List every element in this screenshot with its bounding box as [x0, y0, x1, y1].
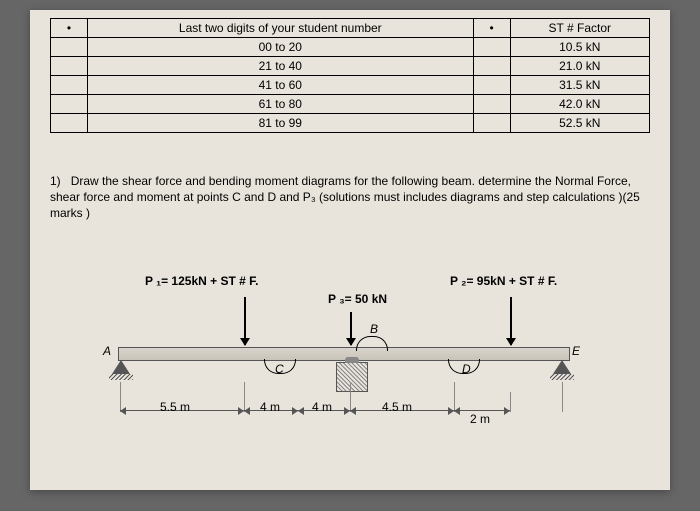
factor-table: • Last two digits of your student number…	[50, 18, 650, 133]
question-number: 1)	[50, 174, 61, 188]
arrow-p2-icon	[510, 297, 512, 345]
point-b-label: B	[370, 322, 378, 336]
table-row: 00 to 20 10.5 kN	[51, 38, 650, 57]
factor-cell: 42.0 kN	[510, 95, 649, 114]
section-arc-icon	[356, 336, 388, 351]
beam-diagram: P ₁= 125kN + ST # F. P ₃= 50 kN P ₂= 95k…	[50, 252, 610, 452]
load-p1-label: P ₁= 125kN + ST # F.	[145, 274, 258, 288]
range-cell: 61 to 80	[88, 95, 474, 114]
table-row: 61 to 80 42.0 kN	[51, 95, 650, 114]
roller-support-icon	[336, 362, 368, 392]
factor-cell: 52.5 kN	[510, 114, 649, 133]
load-p2-label: P ₂= 95kN + ST # F.	[450, 274, 557, 288]
pin-support-icon	[553, 360, 571, 374]
beam-body	[118, 347, 570, 361]
header-left: Last two digits of your student number	[88, 19, 474, 38]
header-right: ST # Factor	[510, 19, 649, 38]
factor-cell: 10.5 kN	[510, 38, 649, 57]
range-cell: 41 to 60	[88, 76, 474, 95]
range-cell: 21 to 40	[88, 57, 474, 76]
section-arc-icon	[264, 359, 296, 374]
support-hatch-icon	[109, 374, 133, 380]
arrow-p1-icon	[244, 297, 246, 345]
factor-cell: 21.0 kN	[510, 57, 649, 76]
range-cell: 81 to 99	[88, 114, 474, 133]
support-hatch-icon	[550, 374, 574, 380]
dim-tick-icon	[510, 392, 511, 412]
table-row: 41 to 60 31.5 kN	[51, 76, 650, 95]
pin-support-icon	[112, 360, 130, 374]
dim-tick-icon	[562, 382, 563, 412]
range-cell: 00 to 20	[88, 38, 474, 57]
point-a-label: A	[103, 344, 111, 358]
dim-d2: 4 m	[260, 400, 280, 414]
bullet-cell: •	[473, 19, 510, 38]
load-p3-label: P ₃= 50 kN	[328, 292, 387, 306]
bullet-cell: •	[51, 19, 88, 38]
dim-line-icon	[454, 410, 510, 411]
dim-d3: 4 m	[312, 400, 332, 414]
dim-d5: 2 m	[470, 412, 490, 426]
page: • Last two digits of your student number…	[30, 10, 670, 490]
point-e-label: E	[572, 344, 580, 358]
table-row: 21 to 40 21.0 kN	[51, 57, 650, 76]
dim-d1: 5.5 m	[160, 400, 190, 414]
question-body: Draw the shear force and bending moment …	[50, 174, 640, 220]
table-row: 81 to 99 52.5 kN	[51, 114, 650, 133]
factor-cell: 31.5 kN	[510, 76, 649, 95]
section-arc-icon	[448, 359, 480, 374]
arrow-p3-icon	[350, 312, 352, 345]
table-header-row: • Last two digits of your student number…	[51, 19, 650, 38]
question-text: 1) Draw the shear force and bending mome…	[50, 173, 650, 222]
dim-d4: 4.5 m	[382, 400, 412, 414]
